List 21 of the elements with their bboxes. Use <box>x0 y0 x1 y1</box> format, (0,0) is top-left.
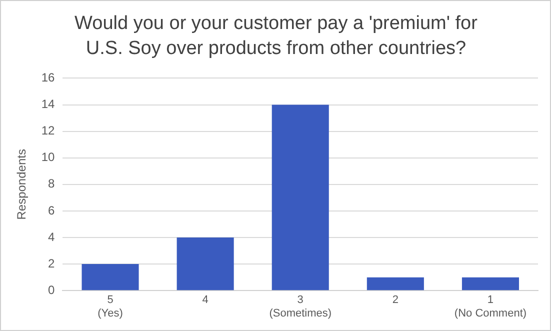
y-tick-label: 6 <box>48 203 56 218</box>
bar <box>366 277 424 290</box>
chart-title: Would you or your customer pay a 'premium' for U.S. Soy over products from other countries? <box>74 12 478 61</box>
x-tick-label: 4 <box>202 294 208 306</box>
y-tick-label: 4 <box>48 230 56 244</box>
y-tick-label: 0 <box>48 282 56 297</box>
bar <box>272 104 329 290</box>
y-tick-label: 14 <box>41 97 56 112</box>
y-axis-title: Respondents <box>14 149 29 220</box>
x-tick-label: 1 (No Comment) <box>454 294 527 320</box>
y-tick-label: 8 <box>48 176 56 191</box>
y-tick-label: 2 <box>48 256 56 270</box>
bar <box>82 264 139 290</box>
y-tick-label: 10 <box>41 150 56 164</box>
x-tick-label: 2 <box>392 294 398 306</box>
y-tick-label: 16 <box>41 70 56 85</box>
bar <box>462 277 519 290</box>
y-tick-label: 12 <box>41 124 56 138</box>
x-tick-label: 3 (Sometimes) <box>269 294 332 320</box>
bar <box>176 238 234 290</box>
x-tick-label: 5 (Yes) <box>98 294 123 320</box>
